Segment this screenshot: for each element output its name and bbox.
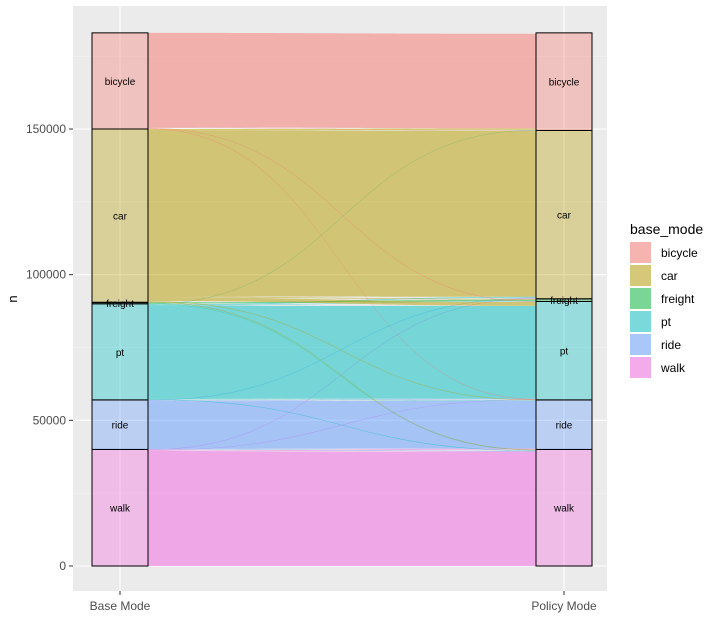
- legend-label-walk: walk: [660, 361, 686, 375]
- legend-label-freight: freight: [661, 292, 695, 306]
- stratum-fill-policy-car: [536, 130, 592, 299]
- flow-car-to-walk: [148, 301, 536, 451]
- stratum-label-base-pt: pt: [116, 348, 125, 359]
- stratum-fill-base-freight: [92, 302, 148, 304]
- flow-car-to-car: [148, 130, 536, 297]
- stratum-fill-policy-pt: [536, 301, 592, 400]
- legend: base_mode bicycle car freight pt ride walk: [630, 221, 703, 378]
- legend-label-ride: ride: [661, 338, 681, 352]
- stratum-label-policy-freight: freight: [550, 296, 578, 307]
- stratum-fill-base-pt: [92, 303, 148, 400]
- stratum-label-policy-walk: walk: [553, 504, 575, 515]
- legend-key-freight: [630, 288, 651, 309]
- stratum-fill-base-ride: [92, 399, 148, 450]
- flow-walk-to-walk: [148, 451, 536, 566]
- flow-car-to-freight: [148, 296, 536, 300]
- stratum-label-base-walk: walk: [109, 504, 131, 515]
- legend-key-walk: [630, 357, 651, 378]
- stratum-fill-policy-walk: [536, 449, 592, 566]
- legend-key-bicycle: [630, 242, 651, 263]
- flow-ride-to-walk: [148, 448, 536, 452]
- y-tick-label: 100000: [26, 268, 66, 282]
- strata: walk ride pt freight car bicycle walk ride pt fre…: [91, 32, 593, 567]
- stratum-base-bicycle: [91, 32, 149, 130]
- flow-car-to-ride: [148, 301, 536, 401]
- flow-bicycle-to-bicycle: [148, 32, 536, 129]
- stratum-label-base-bicycle: bicycle: [105, 77, 136, 88]
- stratum-policy-bicycle: [535, 32, 593, 131]
- flow-freight-to-walk: [148, 303, 536, 451]
- stratum-fill-policy-freight: [536, 298, 592, 302]
- flow-bicycle-to-ride: [148, 128, 536, 400]
- x-axis: Base Mode Policy Mode: [90, 591, 597, 613]
- legend-label-car: car: [661, 269, 678, 283]
- flow-pt-to-pt: [148, 305, 536, 399]
- flow-bicycle-to-pt: [148, 127, 536, 303]
- legend-key-car: [630, 265, 651, 286]
- flows: [148, 32, 536, 566]
- legend-label-pt: pt: [661, 315, 672, 329]
- y-axis-title: n: [5, 295, 20, 302]
- y-tick-label: 0: [59, 559, 66, 573]
- x-tick-label: Policy Mode: [531, 599, 597, 613]
- stratum-label-base-car: car: [113, 212, 128, 223]
- x-tick-label: Base Mode: [90, 599, 151, 613]
- flow-bicycle-to-car: [148, 127, 536, 131]
- stratum-label-policy-car: car: [557, 211, 572, 222]
- stratum-fill-base-car: [92, 129, 148, 303]
- flow-car-to-bicycle: [148, 128, 536, 131]
- stratum-label-policy-bicycle: bicycle: [549, 78, 580, 89]
- y-axis: 0 50000 100000 150000: [26, 122, 73, 573]
- stratum-label-base-ride: ride: [112, 421, 129, 432]
- stratum-label-policy-ride: ride: [556, 421, 573, 432]
- flow-pt-to-ride: [148, 398, 536, 401]
- stratum-label-base-freight: freight: [106, 299, 134, 310]
- flow-car-to-pt: [148, 297, 536, 306]
- y-tick-label: 150000: [26, 122, 66, 136]
- y-tick-label: 50000: [33, 413, 67, 427]
- stratum-fill-base-walk: [92, 449, 148, 566]
- stratum-fill-policy-ride: [536, 399, 592, 450]
- legend-title: base_mode: [630, 221, 703, 237]
- legend-label-bicycle: bicycle: [661, 246, 698, 260]
- legend-key-pt: [630, 311, 651, 332]
- stratum-label-policy-pt: pt: [560, 347, 569, 358]
- stratum-fill-policy-bicycle: [536, 32, 592, 131]
- stratum-fill-base-bicycle: [92, 32, 148, 129]
- legend-key-ride: [630, 334, 651, 355]
- flow-pt-to-walk: [148, 399, 536, 451]
